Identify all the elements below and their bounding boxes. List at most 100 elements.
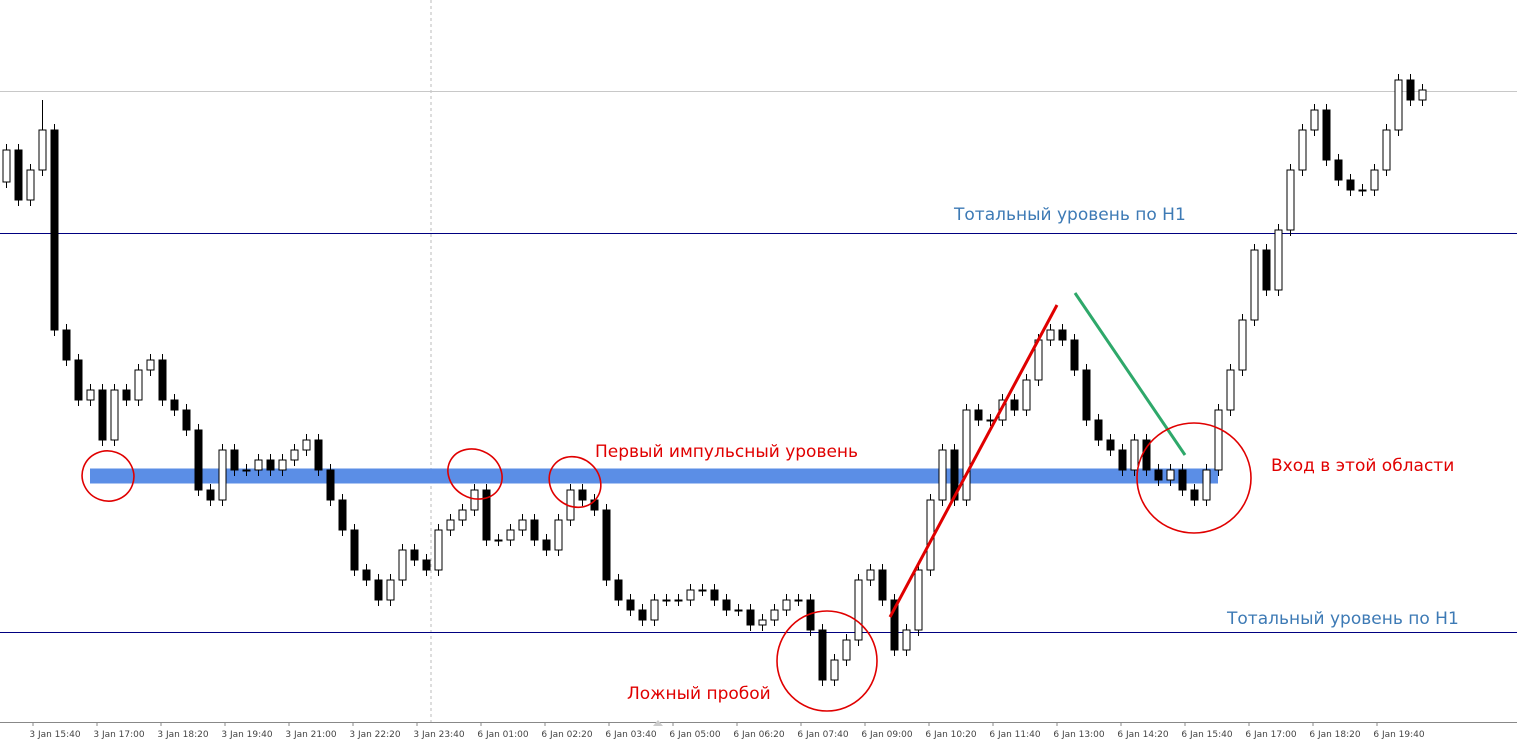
candle-body — [614, 579, 623, 601]
candle-body — [1166, 469, 1175, 481]
x-tick-label: 3 Jan 19:40 — [221, 730, 273, 740]
x-tick-label: 3 Jan 21:00 — [285, 730, 337, 740]
level-zone — [90, 468, 1218, 484]
candle-body — [1130, 439, 1139, 471]
candle-body — [1202, 469, 1211, 501]
x-tick-label: 6 Jan 10:20 — [925, 730, 977, 740]
candle-body — [122, 389, 131, 401]
candle-body — [830, 659, 839, 681]
candle-body — [278, 459, 287, 471]
x-tick-label: 6 Jan 14:20 — [1117, 730, 1169, 740]
candle-body — [2, 149, 11, 183]
candle-body — [770, 609, 779, 621]
candle-body — [362, 569, 371, 581]
candle-body — [194, 429, 203, 491]
candle-body — [386, 579, 395, 601]
candle-body — [626, 599, 635, 611]
candle-body — [230, 449, 239, 471]
candle-body — [446, 519, 455, 531]
candle-body — [1058, 329, 1067, 341]
candle-body — [266, 459, 275, 471]
candle-body — [794, 599, 803, 602]
candle-body — [1190, 489, 1199, 501]
candle-body — [50, 129, 59, 331]
x-tick-label: 6 Jan 18:20 — [1309, 730, 1361, 740]
candle-body — [218, 449, 227, 501]
annotation: Тотальный уровень по H1 — [1226, 609, 1459, 629]
candle-body — [242, 469, 251, 472]
candle-body — [74, 359, 83, 401]
x-tick-label: 3 Jan 18:20 — [157, 730, 209, 740]
candle-body — [1046, 329, 1055, 341]
candle-body — [1370, 169, 1379, 191]
candle-body — [410, 549, 419, 561]
candle-body — [62, 329, 71, 361]
candle-body — [98, 389, 107, 441]
candle-body — [722, 599, 731, 611]
candle-body — [290, 449, 299, 461]
x-tick-label: 6 Jan 02:20 — [541, 730, 593, 740]
candle-body — [602, 509, 611, 581]
x-tick-label: 6 Jan 17:00 — [1245, 730, 1297, 740]
x-tick-label: 6 Jan 07:40 — [797, 730, 849, 740]
x-tick-label: 6 Jan 03:40 — [605, 730, 657, 740]
candle-body — [1106, 439, 1115, 451]
candle-body — [86, 389, 95, 401]
candle-body — [1406, 79, 1415, 101]
trend-line-up — [888, 304, 1059, 618]
candle-body — [494, 539, 503, 542]
candle-body — [746, 609, 755, 626]
candle-body — [1250, 249, 1259, 321]
candle-body — [326, 469, 335, 501]
candle-body — [1214, 409, 1223, 471]
circle — [548, 455, 602, 509]
candle-body — [998, 399, 1007, 421]
annotation: Вход в этой области — [1271, 456, 1454, 476]
candle-body — [170, 399, 179, 411]
circle — [81, 450, 135, 502]
candle-body — [1022, 379, 1031, 411]
candle-body — [134, 369, 143, 401]
candle-body — [206, 489, 215, 501]
candle-body — [782, 599, 791, 611]
candle-body — [1070, 339, 1079, 371]
candle-body — [1142, 439, 1151, 471]
candle-body — [1418, 89, 1427, 101]
candle-body — [302, 439, 311, 451]
candle-body — [638, 609, 647, 621]
candle-body — [110, 389, 119, 441]
candle-body — [734, 609, 743, 612]
candle-body — [758, 619, 767, 626]
x-tick-label: 6 Jan 09:00 — [861, 730, 913, 740]
candle-body — [1118, 449, 1127, 471]
circle — [447, 448, 503, 500]
candle-body — [1094, 419, 1103, 441]
circle — [776, 610, 878, 712]
candle-body — [1346, 179, 1355, 191]
annotations: Тотальный уровень по H1 Тотальный уровень… — [595, 205, 1459, 704]
candle-body — [434, 529, 443, 571]
axis-marker — [653, 720, 663, 726]
candle-body — [1298, 129, 1307, 171]
candle-body — [1082, 369, 1091, 421]
candle-body — [1178, 469, 1187, 491]
candle-body — [158, 359, 167, 401]
candle-body — [26, 169, 35, 201]
candle-body — [710, 589, 719, 601]
candle-body — [482, 489, 491, 541]
candle-body — [182, 409, 191, 431]
candle-body — [842, 639, 851, 661]
candle-body — [554, 519, 563, 551]
candle-body — [578, 489, 587, 501]
candle-body — [506, 529, 515, 541]
candle-body — [1010, 399, 1019, 411]
candle-body — [662, 599, 671, 602]
candle-body — [902, 629, 911, 651]
annotation: Первый импульсный уровень — [595, 442, 858, 462]
circles — [81, 422, 1252, 712]
x-tick-label: 3 Jan 17:00 — [93, 730, 145, 740]
candle-body — [338, 499, 347, 531]
candle-body — [650, 599, 659, 621]
